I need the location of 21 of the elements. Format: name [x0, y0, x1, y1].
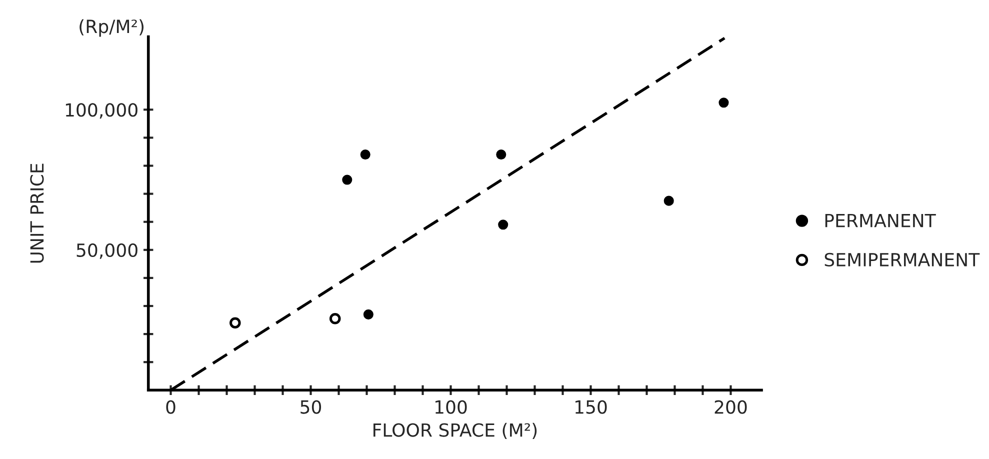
x-tick-label: 150 [575, 400, 607, 414]
legend-label: SEMIPERMANENT [824, 252, 980, 267]
point [718, 98, 729, 108]
point [496, 149, 506, 160]
point [664, 196, 674, 206]
x-tick-label: 200 [714, 400, 747, 414]
point [329, 312, 341, 324]
x-axis-title: FLOOR SPACE (M²) [374, 422, 537, 440]
x-tick-label: 0 [166, 400, 176, 414]
x-tick-label: 100 [435, 400, 467, 414]
y-tick-label: 100,000 [66, 103, 138, 119]
point [342, 174, 352, 185]
point [360, 149, 370, 160]
legend-label: PERMANENT [825, 214, 936, 228]
point [498, 220, 508, 230]
point [363, 309, 374, 320]
x-tick-label: 50 [300, 400, 322, 414]
y-axis-title: UNIT PRICE [30, 164, 44, 263]
text: (Rp/M²) [80, 19, 144, 37]
y-tick-label: 50,000 [76, 243, 138, 259]
point [230, 317, 241, 328]
